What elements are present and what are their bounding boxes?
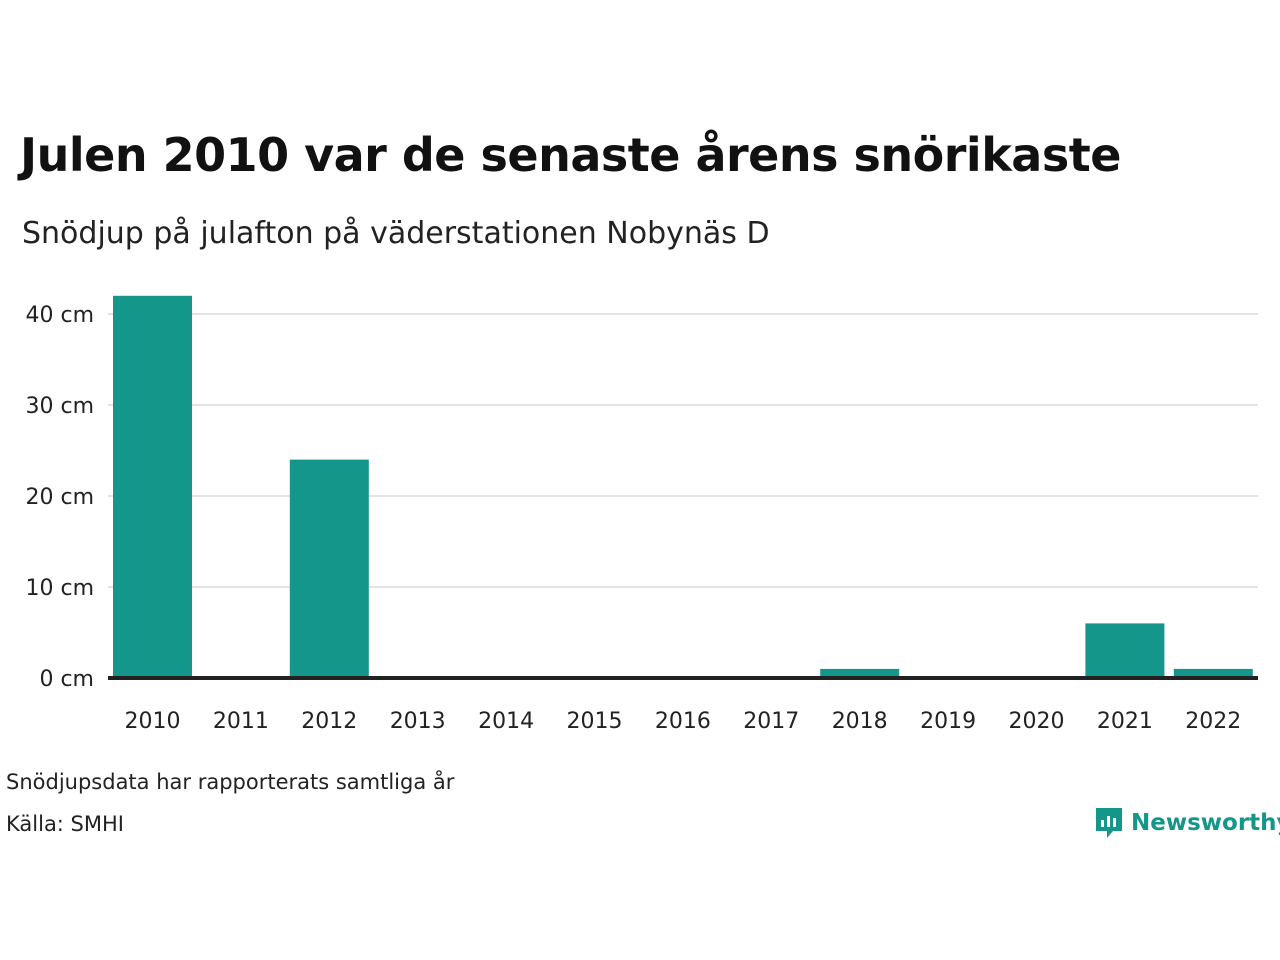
y-tick-label: 20 cm xyxy=(25,485,94,510)
bar-2010 xyxy=(113,295,192,678)
newsworthy-logo-icon xyxy=(1096,808,1122,838)
bar-2018 xyxy=(820,668,900,678)
x-tick-label: 2017 xyxy=(743,709,799,734)
x-tick-label: 2020 xyxy=(1009,709,1065,734)
x-tick-label: 2010 xyxy=(125,709,181,734)
x-tick-label: 2019 xyxy=(920,709,976,734)
y-tick-label: 40 cm xyxy=(25,303,94,328)
x-tick-label: 2013 xyxy=(390,709,446,734)
source-note: Källa: SMHI xyxy=(6,812,124,836)
bar-2021 xyxy=(1085,623,1165,678)
x-tick-label: 2016 xyxy=(655,709,711,734)
brand-name: Newsworthy xyxy=(1131,810,1280,836)
y-tick-label: 10 cm xyxy=(25,576,94,601)
x-tick-label: 2014 xyxy=(478,709,534,734)
x-tick-label: 2012 xyxy=(301,709,357,734)
x-tick-label: 2011 xyxy=(213,709,269,734)
x-tick-label: 2015 xyxy=(567,709,623,734)
x-tick-label: 2022 xyxy=(1185,709,1241,734)
chart-subtitle: Snödjup på julafton på väderstationen No… xyxy=(22,216,770,251)
data-note: Snödjupsdata har rapporterats samtliga å… xyxy=(6,770,455,794)
y-tick-label: 30 cm xyxy=(25,394,94,419)
chart-title: Julen 2010 var de senaste årens snörikas… xyxy=(20,128,1121,182)
bar-chart: 0 cm 10 cm 20 cm 30 cm 40 cm 2010 2011 2012 2013… xyxy=(25,295,1258,734)
brand-logo: Newsworthy xyxy=(1094,806,1280,840)
bar-2012 xyxy=(289,459,369,678)
x-tick-label: 2021 xyxy=(1097,709,1153,734)
y-tick-label: 0 cm xyxy=(39,667,94,692)
bar-2022 xyxy=(1173,668,1253,678)
x-tick-label: 2018 xyxy=(832,709,888,734)
